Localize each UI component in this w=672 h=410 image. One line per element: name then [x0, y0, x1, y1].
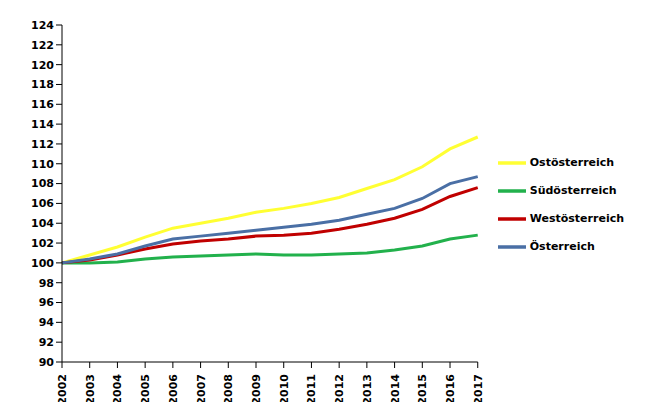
svg-text:112: 112	[31, 138, 54, 151]
svg-text:2015: 2015	[416, 374, 429, 402]
html-text:Südösterreich: Südösterreich	[529, 184, 617, 197]
svg-text:2002: 2002	[56, 374, 69, 402]
svg-text:118: 118	[31, 78, 54, 91]
html-text:Westösterreich: Westösterreich	[529, 212, 624, 225]
svg-text:2014: 2014	[389, 374, 402, 402]
svg-text:2010: 2010	[278, 374, 291, 402]
html-text:Österreich: Österreich	[529, 240, 595, 253]
svg-text:2006: 2006	[167, 374, 180, 402]
svg-text:2005: 2005	[139, 374, 152, 402]
svg-text:96: 96	[39, 296, 55, 309]
svg-text:120: 120	[31, 59, 54, 72]
svg-text:104: 104	[31, 217, 54, 230]
svg-text:124: 124	[31, 19, 54, 32]
html-text:Ostösterreich: Ostösterreich	[529, 156, 615, 169]
svg-text:2008: 2008	[222, 374, 235, 402]
svg-text:2004: 2004	[111, 374, 124, 402]
svg-text:116: 116	[31, 98, 54, 111]
svg-text:110: 110	[31, 158, 54, 171]
svg-text:2013: 2013	[361, 374, 374, 402]
svg-text:2007: 2007	[195, 374, 208, 402]
svg-text:2017: 2017	[472, 374, 485, 402]
svg-text:92: 92	[39, 336, 54, 349]
svg-text:94: 94	[39, 316, 55, 329]
svg-text:2012: 2012	[333, 374, 346, 402]
svg-text:98: 98	[39, 277, 54, 290]
svg-text:108: 108	[31, 177, 54, 190]
svg-text:2009: 2009	[250, 374, 263, 402]
svg-text:2003: 2003	[84, 374, 97, 402]
svg-text:2011: 2011	[305, 374, 318, 402]
svg-text:114: 114	[31, 118, 54, 131]
svg-text:100: 100	[31, 257, 54, 270]
svg-text:106: 106	[31, 197, 54, 210]
svg-text:2016: 2016	[444, 374, 457, 402]
svg-text:102: 102	[31, 237, 54, 250]
svg-text:90: 90	[39, 356, 55, 369]
svg-text:122: 122	[31, 39, 54, 52]
